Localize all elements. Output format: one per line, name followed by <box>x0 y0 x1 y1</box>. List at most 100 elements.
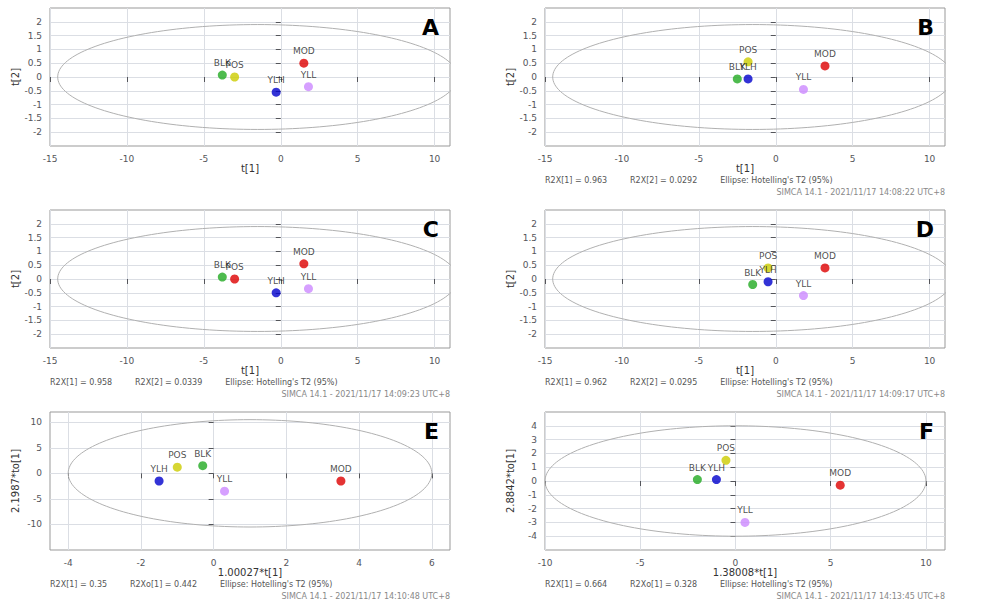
svg-text:-15: -15 <box>43 154 58 164</box>
svg-text:0: 0 <box>278 154 284 164</box>
svg-text:10: 10 <box>924 154 936 164</box>
svg-text:MOD: MOD <box>814 49 836 59</box>
svg-text:F: F <box>919 419 934 444</box>
svg-text:0: 0 <box>36 274 42 284</box>
svg-text:4: 4 <box>356 558 362 568</box>
svg-text:-5: -5 <box>694 154 703 164</box>
svg-text:5: 5 <box>850 154 856 164</box>
svg-text:-0.5: -0.5 <box>24 288 42 298</box>
svg-text:-15: -15 <box>43 356 58 366</box>
svg-text:R2X[1] = 0.35 R2Xo[1]: R2X[1] = 0.35 R2Xo[1] = 0.442 Ellipse: H… <box>50 580 332 589</box>
svg-text:YLL: YLL <box>300 70 317 80</box>
svg-text:-1: -1 <box>528 490 537 500</box>
svg-text:SIMCA 14.1 - 2021/11/17 14:08:: SIMCA 14.1 - 2021/11/17 14:08:22 UTC+8 <box>776 188 945 197</box>
svg-text:0: 0 <box>278 356 284 366</box>
svg-text:t[1]: t[1] <box>736 163 754 174</box>
svg-text:-1.5: -1.5 <box>519 113 537 123</box>
svg-text:1: 1 <box>36 44 42 54</box>
svg-text:POS: POS <box>225 262 244 272</box>
svg-text:-5: -5 <box>199 356 208 366</box>
svg-text:2: 2 <box>283 558 289 568</box>
svg-text:MOD: MOD <box>293 46 315 56</box>
svg-text:-1: -1 <box>528 302 537 312</box>
svg-text:2.1987*to[1]: 2.1987*to[1] <box>10 449 21 513</box>
svg-text:0: 0 <box>531 72 537 82</box>
svg-text:2.8842*to[1]: 2.8842*to[1] <box>505 449 516 513</box>
svg-text:0.5: 0.5 <box>523 260 537 270</box>
svg-text:R2X[1] = 0.664 R2Xo[1]: R2X[1] = 0.664 R2Xo[1] = 0.328 Ellipse: … <box>545 580 832 589</box>
svg-text:YLH: YLH <box>758 265 776 275</box>
svg-text:YLL: YLL <box>736 505 753 515</box>
svg-text:-10: -10 <box>615 154 630 164</box>
svg-text:0: 0 <box>36 468 42 478</box>
svg-text:t[2]: t[2] <box>505 68 516 86</box>
svg-text:10: 10 <box>920 558 932 568</box>
svg-text:R2X[1] = 0.963 R2X[2]: R2X[1] = 0.963 R2X[2] = 0.0292 Ellipse: … <box>545 176 833 185</box>
svg-text:YLH: YLH <box>267 276 285 286</box>
svg-text:YLH: YLH <box>738 62 756 72</box>
svg-text:-10: -10 <box>615 356 630 366</box>
svg-text:-4: -4 <box>64 558 73 568</box>
svg-text:1.38008*t[1]: 1.38008*t[1] <box>713 567 778 578</box>
svg-text:-2: -2 <box>528 127 537 137</box>
svg-text:SIMCA 14.1 - 2021/11/17 14:13:: SIMCA 14.1 - 2021/11/17 14:13:45 UTC+8 <box>776 592 945 601</box>
svg-text:2: 2 <box>531 448 537 458</box>
svg-text:-10: -10 <box>120 154 135 164</box>
svg-text:0.5: 0.5 <box>523 58 537 68</box>
svg-text:2: 2 <box>36 219 42 229</box>
svg-text:-15: -15 <box>538 356 553 366</box>
svg-text:YLL: YLL <box>795 279 812 289</box>
svg-text:-1: -1 <box>33 302 42 312</box>
svg-text:YLH: YLH <box>149 464 167 474</box>
svg-text:10: 10 <box>429 154 441 164</box>
svg-text:-10: -10 <box>120 356 135 366</box>
svg-text:B: B <box>917 15 934 40</box>
svg-text:R2X[1] = 0.958 R2X[2]: R2X[1] = 0.958 R2X[2] = 0.0339 Ellipse: … <box>50 378 338 387</box>
svg-text:5: 5 <box>355 154 361 164</box>
svg-text:-1: -1 <box>528 100 537 110</box>
svg-text:-5: -5 <box>33 494 42 504</box>
svg-text:YLL: YLL <box>300 272 317 282</box>
svg-text:1: 1 <box>531 246 537 256</box>
svg-text:POS: POS <box>717 443 736 453</box>
svg-text:-0.5: -0.5 <box>519 288 537 298</box>
svg-text:MOD: MOD <box>814 251 836 261</box>
svg-text:-5: -5 <box>199 154 208 164</box>
svg-text:BLK: BLK <box>689 463 707 473</box>
svg-text:10: 10 <box>31 417 43 427</box>
svg-text:2: 2 <box>531 219 537 229</box>
svg-text:-2: -2 <box>528 329 537 339</box>
svg-text:10: 10 <box>429 356 441 366</box>
svg-text:5: 5 <box>36 443 42 453</box>
svg-text:-2: -2 <box>528 504 537 514</box>
svg-text:SIMCA 14.1 - 2021/11/17 14:09:: SIMCA 14.1 - 2021/11/17 14:09:17 UTC+8 <box>776 390 945 399</box>
svg-text:YLL: YLL <box>795 72 812 82</box>
svg-text:YLH: YLH <box>267 75 285 85</box>
svg-text:POS: POS <box>225 60 244 70</box>
svg-text:SIMCA 14.1 - 2021/11/17 14:10:: SIMCA 14.1 - 2021/11/17 14:10:48 UTC+8 <box>281 592 450 601</box>
svg-text:-4: -4 <box>528 531 537 541</box>
svg-text:5: 5 <box>828 558 834 568</box>
svg-text:D: D <box>916 217 934 242</box>
svg-text:6: 6 <box>429 558 435 568</box>
svg-text:t[2]: t[2] <box>10 68 21 86</box>
svg-text:-0.5: -0.5 <box>24 86 42 96</box>
svg-text:-2: -2 <box>33 127 42 137</box>
svg-text:A: A <box>422 15 439 40</box>
svg-text:BLK: BLK <box>194 449 212 459</box>
svg-text:2: 2 <box>36 17 42 27</box>
svg-text:R2X[1] = 0.962 R2X[2]: R2X[1] = 0.962 R2X[2] = 0.0295 Ellipse: … <box>545 378 833 387</box>
svg-text:-1.5: -1.5 <box>24 113 42 123</box>
svg-text:0: 0 <box>773 356 779 366</box>
svg-text:C: C <box>423 217 439 242</box>
svg-text:1.00027*t[1]: 1.00027*t[1] <box>218 567 283 578</box>
svg-text:-2: -2 <box>136 558 145 568</box>
svg-text:POS: POS <box>168 450 187 460</box>
svg-text:10: 10 <box>924 356 936 366</box>
svg-text:YLL: YLL <box>216 474 233 484</box>
svg-text:YLH: YLH <box>707 463 725 473</box>
svg-text:MOD: MOD <box>293 247 315 257</box>
svg-text:0: 0 <box>36 72 42 82</box>
svg-text:4: 4 <box>531 421 537 431</box>
svg-text:-0.5: -0.5 <box>519 86 537 96</box>
